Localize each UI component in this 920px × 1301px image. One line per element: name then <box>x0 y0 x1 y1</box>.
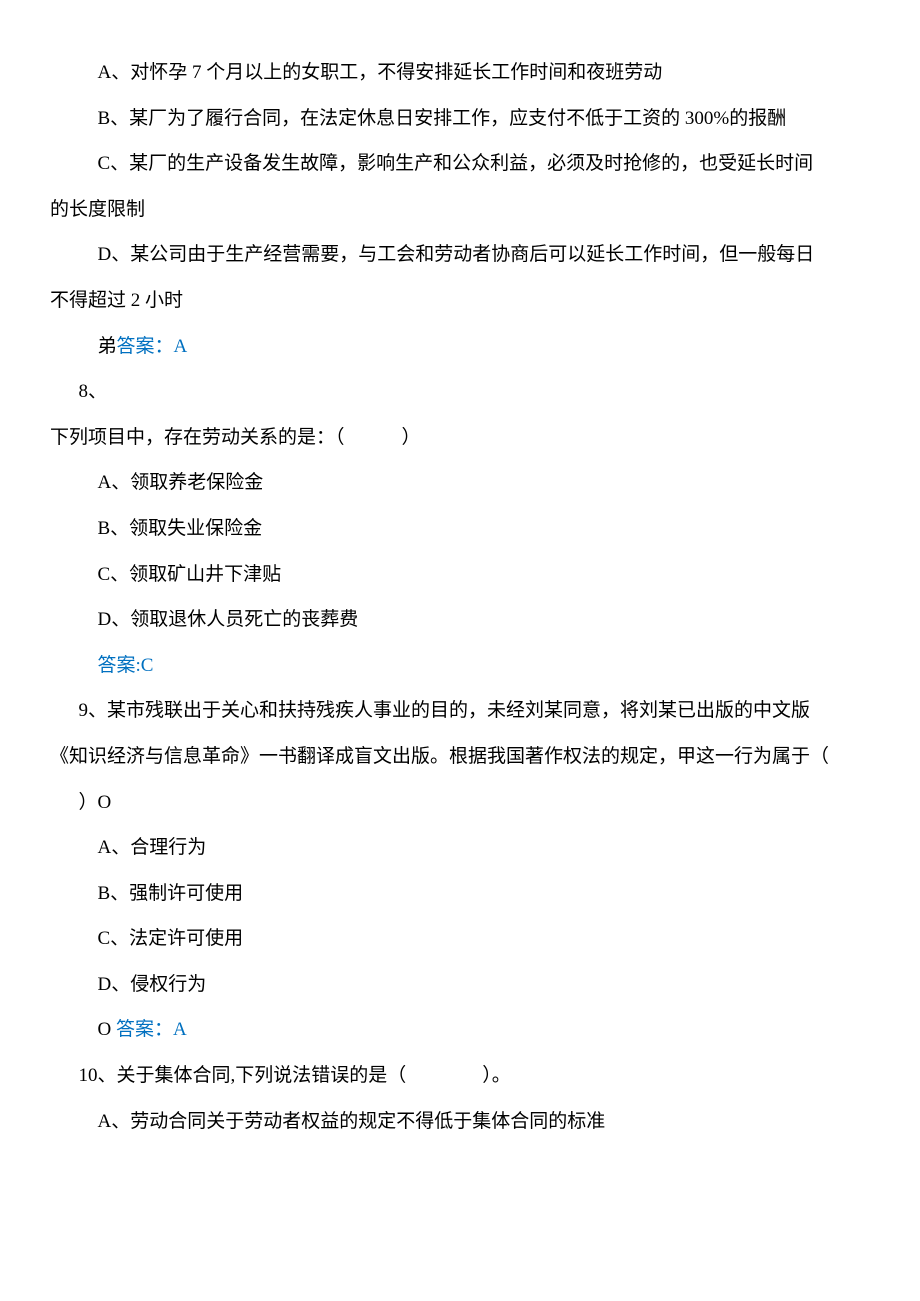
q9-option-d: D、侵权行为 <box>50 962 870 1008</box>
q9-line3: ）O <box>50 780 870 826</box>
q8-answer: 答案:C <box>50 643 870 689</box>
q7-option-c-line2: 的长度限制 <box>50 187 870 233</box>
q9-answer: O 答案：A <box>50 1007 870 1053</box>
q7-option-a: A、对怀孕 7 个月以上的女职工，不得安排延长工作时间和夜班劳动 <box>50 50 870 96</box>
q7-option-b: B、某厂为了履行合同，在法定休息日安排工作，应支付不低于工资的 300%的报酬 <box>50 96 870 142</box>
q8-question: 下列项目中，存在劳动关系的是：（ ） <box>50 415 870 461</box>
q9-option-a: A、合理行为 <box>50 825 870 871</box>
q7-option-c-line1: C、某厂的生产设备发生故障，影响生产和公众利益，必须及时抢修的，也受延长时间 <box>50 141 870 187</box>
q8-option-b: B、领取失业保险金 <box>50 506 870 552</box>
q9-option-b: B、强制许可使用 <box>50 871 870 917</box>
q10-question: 10、关于集体合同,下列说法错误的是（ ）。 <box>50 1053 870 1099</box>
q10-option-a: A、劳动合同关于劳动者权益的规定不得低于集体合同的标准 <box>50 1099 870 1145</box>
q7-answer: 弟答案：A <box>50 324 870 370</box>
q8-option-c: C、领取矿山井下津贴 <box>50 552 870 598</box>
q8-option-a: A、领取养老保险金 <box>50 460 870 506</box>
q8-answer-text: 答案:C <box>98 655 154 676</box>
q7-answer-text: 答案：A <box>117 336 188 357</box>
q7-option-d-line2: 不得超过 2 小时 <box>50 278 870 324</box>
q8-option-d: D、领取退休人员死亡的丧葬费 <box>50 597 870 643</box>
q9-answer-text: 答案：A <box>116 1019 187 1040</box>
q9-line2: 《知识经济与信息革命》一书翻译成盲文出版。根据我国著作权法的规定，甲这一行为属于… <box>50 734 870 780</box>
q9-line1: 9、某市残联出于关心和扶持残疾人事业的目的，未经刘某同意，将刘某已出版的中文版 <box>50 688 870 734</box>
q8-number: 8、 <box>50 369 870 415</box>
q9-option-c: C、法定许可使用 <box>50 916 870 962</box>
q7-option-d-line1: D、某公司由于生产经营需要，与工会和劳动者协商后可以延长工作时间，但一般每日 <box>50 232 870 278</box>
q7-answer-prefix: 弟 <box>98 336 117 357</box>
q9-answer-prefix: O <box>98 1019 116 1040</box>
